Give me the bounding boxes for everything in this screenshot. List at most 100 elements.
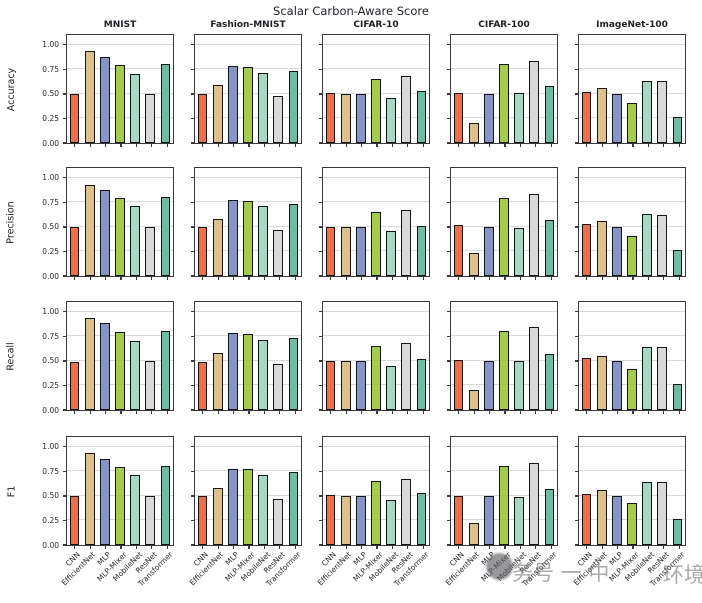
bar-slot (158, 168, 173, 276)
x-tick-mark (294, 143, 296, 147)
bar-slot (225, 437, 240, 545)
bar-MobileNet (258, 73, 268, 143)
y-tick-label: 0.00 (42, 540, 59, 550)
gridline (323, 310, 429, 312)
bar-MobileNet (258, 475, 268, 545)
bar-EfficientNet (468, 253, 479, 276)
subplot-CIFAR-100-Accuracy: CIFAR-100 (447, 20, 558, 147)
bar-slot (655, 168, 670, 276)
y-axis-label-text: Recall (6, 341, 17, 371)
x-tick-mark (330, 545, 332, 549)
y-tick-mark (575, 384, 579, 387)
bar-MLP (484, 93, 494, 143)
bar-slot (640, 302, 655, 410)
x-tick-mark (345, 143, 347, 147)
x-tick-mark (279, 276, 281, 280)
y-tick-mark (319, 226, 323, 228)
bar-slot (594, 437, 609, 545)
subplot-ImageNet-100-F1: CNN EfficientNet MLP MLP-Mixer MobileNet ResN… (572, 436, 687, 588)
y-tick-label: 0.75 (42, 64, 59, 74)
x-tick-mark (663, 545, 665, 549)
bar-ResNet (529, 193, 540, 276)
gridline (451, 445, 557, 447)
x-tick-mark (422, 410, 424, 414)
bar-slot (271, 302, 286, 410)
bar-slot (384, 437, 399, 545)
bar-slot (271, 35, 286, 143)
bar-MobileNet (514, 496, 524, 545)
bar-MobileNet (258, 340, 268, 410)
x-tick-mark (166, 143, 168, 147)
y-tick-mark (319, 44, 323, 46)
x-tick-mark (330, 410, 332, 414)
x-tick-mark (488, 276, 491, 280)
bar-MobileNet (130, 74, 140, 143)
x-tick-mark (279, 143, 281, 147)
bar-slot (399, 35, 414, 143)
bar-slot (112, 168, 127, 276)
subplot-Fashion-MNIST-F1: CNN EfficientNet MLP MLP-Mixer MobileNet ResN… (188, 436, 303, 588)
x-tick-mark (151, 276, 153, 280)
gridline (579, 43, 685, 45)
bar-slot (399, 302, 414, 410)
bars-group (323, 302, 429, 410)
y-tick-label: 0.50 (42, 89, 59, 99)
y-tick-mark (63, 446, 67, 448)
y-tick-label: 0.50 (42, 491, 59, 501)
x-tick-mark (407, 276, 409, 280)
bar-ResNet (401, 343, 412, 410)
bar-slot (609, 35, 624, 143)
bar-slot (225, 35, 240, 143)
y-tick-mark (191, 93, 195, 95)
bar-MLP-Mixer (243, 334, 253, 410)
x-tick-mark (391, 143, 394, 147)
bar-slot (82, 437, 97, 545)
bar-MLP (612, 93, 622, 143)
y-tick-label: 0.25 (42, 380, 59, 390)
bar-slot (323, 168, 338, 276)
bar-CNN (453, 92, 464, 143)
subplot-Fashion-MNIST-Accuracy: Fashion-MNIST (191, 20, 302, 147)
x-tick-mark (89, 143, 91, 147)
bar-ResNet (145, 495, 156, 545)
gridline (323, 68, 429, 70)
y-tick-label: 1.00 (42, 40, 59, 50)
gridline (579, 494, 685, 496)
column-title-MNIST: MNIST (103, 20, 137, 30)
bar-MLP (228, 333, 238, 410)
subplot-CIFAR-10-Recall (319, 301, 430, 414)
bars-group (323, 35, 429, 143)
bar-slot (512, 302, 527, 410)
gridline (579, 445, 685, 447)
x-tick-mark (120, 545, 122, 549)
y-tick-mark (63, 409, 67, 411)
bar-ResNet (529, 462, 540, 545)
subplot-MNIST-Precision: 0.00 0.25 0.50 0.75 1.00 Precision (6, 167, 174, 281)
bar-EfficientNet (340, 360, 351, 410)
x-tick-mark (202, 410, 204, 414)
bar-slot (240, 302, 255, 410)
y-tick-label: 0.00 (42, 271, 59, 281)
bar-ResNet (273, 229, 284, 276)
gridline (579, 68, 685, 70)
bar-CNN (69, 361, 80, 410)
x-tick-mark (473, 545, 475, 549)
x-tick-mark (294, 410, 296, 414)
y-tick-label: 0.50 (42, 356, 59, 366)
y-tick-mark (447, 495, 451, 497)
y-axis-label-Accuracy: Accuracy (5, 35, 18, 143)
y-tick-mark (63, 519, 67, 522)
y-tick-mark (63, 93, 67, 95)
bar-EfficientNet (84, 184, 95, 276)
bar-EfficientNet (596, 88, 607, 143)
bar-slot (112, 35, 127, 143)
bar-slot (542, 35, 557, 143)
x-tick-mark (616, 276, 619, 280)
bar-slot (624, 35, 639, 143)
bar-slot (256, 35, 271, 143)
bar-slot (368, 35, 383, 143)
x-tick-mark (632, 143, 634, 147)
y-axis-label-text: Accuracy (6, 67, 17, 111)
x-tick-mark (294, 545, 296, 549)
